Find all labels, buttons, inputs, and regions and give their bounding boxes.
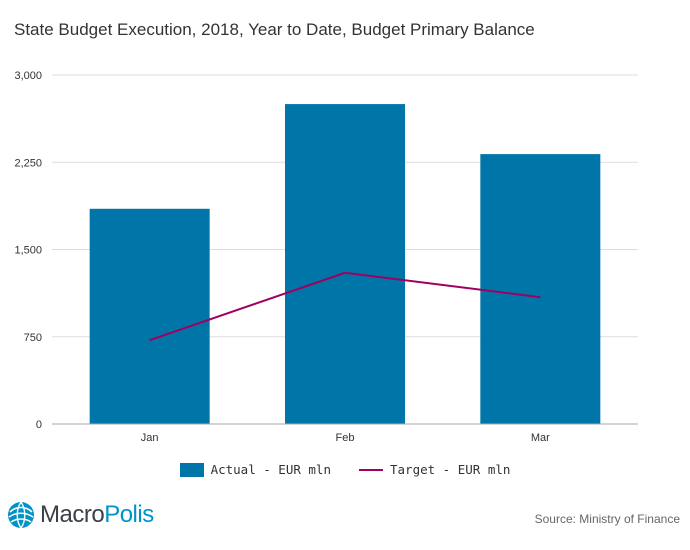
legend-swatch-target (359, 468, 383, 471)
y-tick-label: 750 (24, 332, 42, 344)
source-note: Source: Ministry of Finance (534, 512, 680, 526)
x-tick-label: Jan (141, 432, 159, 444)
macropolis-globe-icon (8, 501, 34, 529)
x-tick-label: Mar (531, 432, 550, 444)
bar-actual-mar (480, 154, 601, 424)
logo-wordmark: MacroPolis (40, 503, 154, 527)
chart-title: State Budget Execution, 2018, Year to Da… (14, 20, 535, 39)
line-target (149, 271, 541, 342)
logo-text-polis: Polis (104, 501, 154, 528)
legend-label-target: Target - EUR mln (390, 462, 511, 477)
y-tick-label: 1,500 (14, 245, 42, 257)
y-tick-label: 2,250 (14, 157, 42, 169)
logo-text-macro: Macro (40, 501, 105, 528)
legend-item-actual[interactable]: Actual - EUR mln (179, 462, 331, 477)
macropolis-logo: MacroPolis (6, 500, 154, 530)
legend-swatch-actual (179, 462, 204, 477)
legend-item-target[interactable]: Target - EUR mln (359, 462, 510, 477)
y-tick-label: 3,000 (14, 70, 42, 82)
y-tick-label: 0 (36, 419, 42, 431)
x-tick-label: Feb (336, 432, 355, 444)
legend-label-actual: Actual - EUR mln (210, 462, 331, 477)
legend: Actual - EUR mln Target - EUR mln (0, 462, 690, 477)
bar-actual-feb (285, 104, 405, 424)
bar-actual-jan (89, 208, 210, 424)
